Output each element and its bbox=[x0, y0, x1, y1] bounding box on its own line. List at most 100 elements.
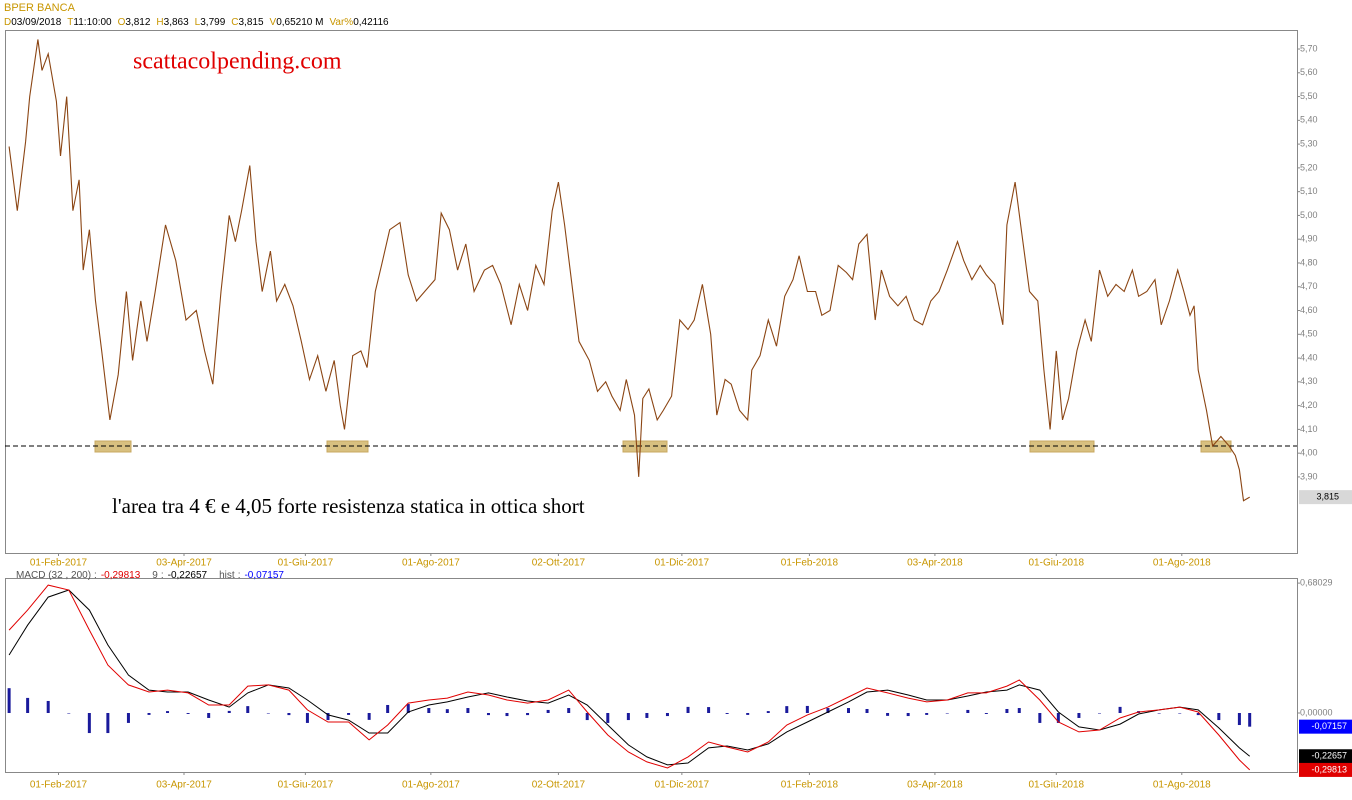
y-tick-label: 4,70 bbox=[1300, 281, 1318, 291]
hist-bar bbox=[207, 712, 211, 718]
x-tick-label: 01-Giu-2018 bbox=[1028, 780, 1084, 791]
hist-bar bbox=[984, 712, 988, 714]
value-box-label: -0,07157 bbox=[1311, 721, 1347, 731]
hist-bar bbox=[1237, 712, 1241, 726]
hist-bar bbox=[585, 712, 589, 721]
hist-bar bbox=[725, 712, 729, 714]
hist-bar bbox=[166, 711, 170, 713]
hist-bar bbox=[1157, 712, 1161, 714]
y-tick-label: 5,30 bbox=[1300, 138, 1318, 148]
y-tick-label: 4,40 bbox=[1300, 352, 1318, 362]
hist-bar bbox=[865, 708, 869, 713]
hist-bar bbox=[966, 709, 970, 713]
hist-bar bbox=[406, 704, 410, 713]
legend-name: 9 bbox=[152, 570, 158, 581]
hist-bar bbox=[46, 700, 50, 713]
y-tick-label: 0,00000 bbox=[1300, 707, 1333, 717]
info-key: V bbox=[270, 17, 277, 28]
hist-bar bbox=[246, 706, 250, 713]
info-value: 3,799 bbox=[200, 17, 225, 28]
y-tick-label: 4,50 bbox=[1300, 329, 1318, 339]
hist-bar bbox=[567, 708, 571, 713]
y-tick-label: 4,60 bbox=[1300, 305, 1318, 315]
info-value: 3,815 bbox=[239, 17, 264, 28]
legend-name: MACD (32 , 200) bbox=[16, 570, 91, 581]
hist-bar bbox=[186, 712, 190, 714]
macd-legend: MACD (32 , 200): -0,29813 9: -0,22657 hist: -… bbox=[16, 570, 284, 581]
macd-line bbox=[8, 584, 1251, 771]
legend-sep: : bbox=[238, 570, 241, 581]
info-key: T bbox=[67, 17, 73, 28]
info-bar: D03/09/2018 T11:10:00 O3,812 H3,863 L3,799 C3… bbox=[4, 17, 389, 28]
y-tick-label: 4,10 bbox=[1300, 424, 1318, 434]
hist-bar bbox=[266, 712, 270, 714]
macd-frame bbox=[5, 578, 1298, 773]
hist-bar bbox=[305, 712, 309, 723]
hist-bar bbox=[466, 708, 470, 713]
price-frame bbox=[5, 30, 1298, 554]
hist-bar bbox=[546, 709, 550, 713]
hist-bar bbox=[847, 708, 851, 713]
info-key: O bbox=[118, 17, 126, 28]
watermark: scattacolpending.com bbox=[133, 49, 342, 75]
hist-bar bbox=[606, 712, 610, 723]
x-tick-label: 03-Apr-2018 bbox=[907, 558, 963, 569]
y-tick-label: 5,60 bbox=[1300, 67, 1318, 77]
hist-bar bbox=[886, 712, 890, 716]
x-tick-label: 01-Ago-2018 bbox=[1153, 558, 1211, 569]
info-value: 3,863 bbox=[164, 17, 189, 28]
x-tick-label: 01-Feb-2018 bbox=[781, 780, 839, 791]
y-tick-label: 4,20 bbox=[1300, 400, 1318, 410]
x-tick-label: 01-Giu-2017 bbox=[278, 558, 334, 569]
hist-bar bbox=[526, 712, 530, 716]
info-value: 0,42116 bbox=[353, 17, 389, 28]
info-value: 3,812 bbox=[125, 17, 150, 28]
legend-value: -0,29813 bbox=[101, 570, 141, 581]
hist-bar bbox=[386, 704, 390, 713]
x-tick-label: 03-Apr-2017 bbox=[156, 780, 212, 791]
y-tick-label: 5,40 bbox=[1300, 115, 1318, 125]
hist-bar bbox=[626, 712, 630, 721]
hist-bar bbox=[785, 706, 789, 713]
x-tick-label: 03-Apr-2017 bbox=[156, 558, 212, 569]
hist-bar bbox=[486, 712, 490, 716]
x-tick-label: 01-Ago-2017 bbox=[402, 558, 460, 569]
hist-bar bbox=[227, 710, 231, 713]
hist-bar bbox=[1056, 712, 1060, 723]
value-box-label: -0,22657 bbox=[1311, 751, 1347, 761]
hist-bar bbox=[1038, 712, 1042, 723]
info-key: Var% bbox=[329, 17, 353, 28]
value-box bbox=[1299, 749, 1352, 764]
value-box-label: -0,29813 bbox=[1311, 764, 1347, 774]
info-key: L bbox=[195, 17, 201, 28]
hist-bar bbox=[645, 712, 649, 718]
x-tick-label: 01-Feb-2018 bbox=[781, 558, 839, 569]
hist-bar bbox=[26, 697, 30, 713]
annotation: l'area tra 4 € e 4,05 forte resistenza s… bbox=[112, 494, 585, 518]
info-value: 03/09/2018 bbox=[11, 17, 61, 28]
y-tick-label: 4,30 bbox=[1300, 376, 1318, 386]
hist-bar bbox=[1248, 712, 1252, 727]
hist-bar bbox=[1217, 712, 1221, 721]
hist-bar bbox=[665, 712, 669, 717]
legend-sep: : bbox=[94, 570, 97, 581]
y-tick-label: 4,00 bbox=[1300, 448, 1318, 458]
hist-bar bbox=[67, 712, 71, 714]
info-key: C bbox=[231, 17, 238, 28]
value-box bbox=[1299, 719, 1352, 734]
hist-bar bbox=[1196, 712, 1200, 716]
legend-value: -0,07157 bbox=[244, 570, 284, 581]
y-tick-label: 5,10 bbox=[1300, 186, 1318, 196]
x-tick-label: 01-Dic-2017 bbox=[655, 558, 710, 569]
hist-bar bbox=[147, 712, 151, 715]
hist-bar bbox=[7, 688, 11, 713]
x-tick-label: 01-Giu-2017 bbox=[278, 780, 334, 791]
hist-bar bbox=[1118, 706, 1122, 713]
y-tick-label: 5,50 bbox=[1300, 91, 1318, 101]
last-value-label: 3,815 bbox=[1316, 492, 1339, 502]
hist-bar bbox=[925, 712, 929, 715]
info-value: 0,65210 M bbox=[276, 17, 323, 28]
x-tick-label: 01-Giu-2018 bbox=[1028, 558, 1084, 569]
x-tick-label: 01-Dic-2017 bbox=[655, 780, 710, 791]
price-line bbox=[8, 39, 1250, 502]
